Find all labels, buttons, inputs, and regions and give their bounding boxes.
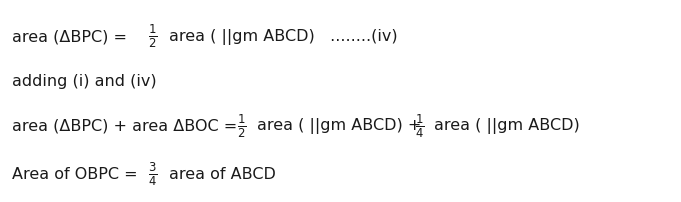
Text: $\frac{1}{2}$: $\frac{1}{2}$ bbox=[237, 112, 247, 139]
Text: $\frac{1}{4}$: $\frac{1}{4}$ bbox=[415, 112, 425, 139]
Text: $\frac{3}{4}$: $\frac{3}{4}$ bbox=[148, 160, 158, 187]
Text: $\frac{1}{2}$: $\frac{1}{2}$ bbox=[148, 23, 158, 50]
Text: area ( ||gm ABCD) +: area ( ||gm ABCD) + bbox=[257, 117, 426, 133]
Text: Area of OBPC =: Area of OBPC = bbox=[12, 166, 143, 181]
Text: area (ΔBPC) + area ΔBOC =: area (ΔBPC) + area ΔBOC = bbox=[12, 118, 242, 133]
Text: area of ABCD: area of ABCD bbox=[169, 166, 276, 181]
Text: adding (i) and (iv): adding (i) and (iv) bbox=[12, 73, 157, 88]
Text: area ( ||gm ABCD)   ........(iv): area ( ||gm ABCD) ........(iv) bbox=[169, 28, 398, 44]
Text: area ( ||gm ABCD): area ( ||gm ABCD) bbox=[434, 117, 580, 133]
Text: area (ΔBPC) =: area (ΔBPC) = bbox=[12, 29, 132, 44]
